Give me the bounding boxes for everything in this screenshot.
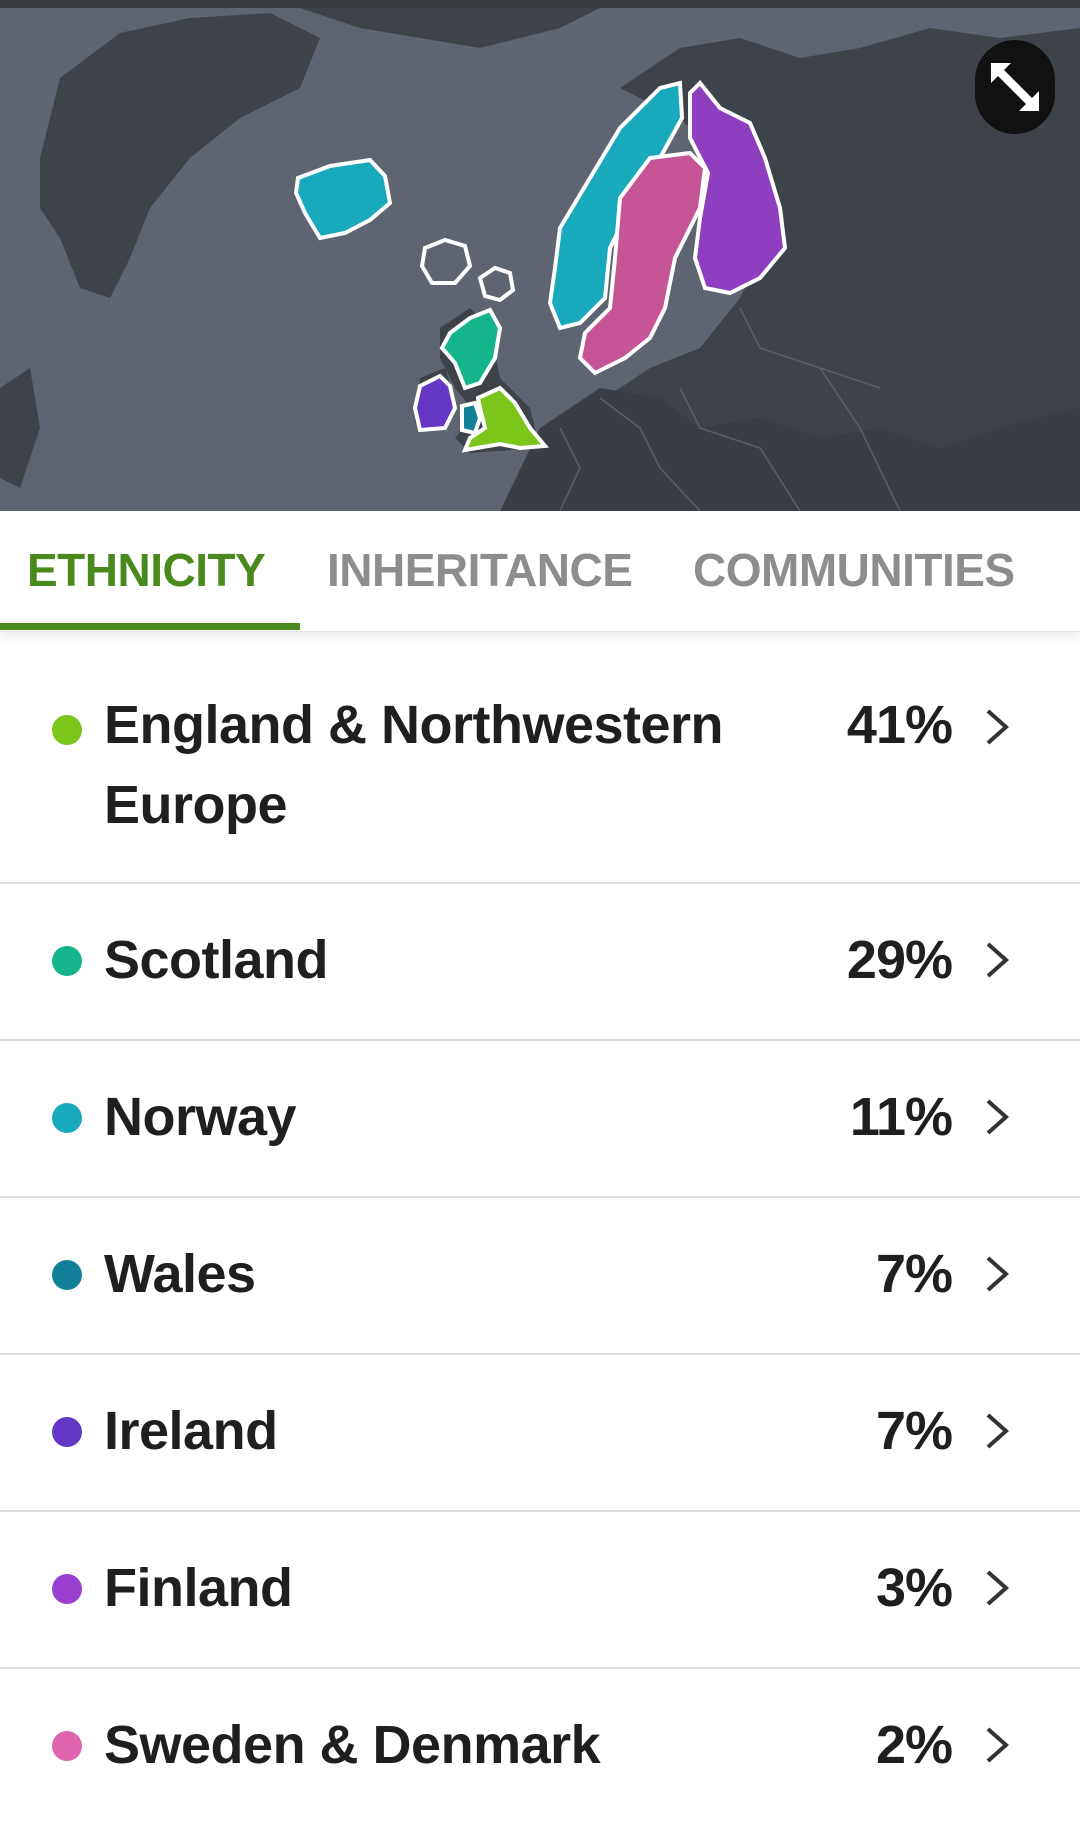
ireland-region <box>412 373 458 433</box>
region-color-dot <box>52 1574 82 1604</box>
region-color-dot <box>52 946 82 976</box>
region-color-dot <box>52 1260 82 1290</box>
chevron-right-icon <box>986 1570 1010 1606</box>
iceland-region <box>293 157 393 241</box>
list-item-finland[interactable]: Finland 3% <box>0 1512 1080 1669</box>
region-percent: 7% <box>875 1401 953 1461</box>
tab-ethnicity[interactable]: ETHNICITY <box>27 544 266 596</box>
top-status-strip <box>0 0 1080 8</box>
active-tab-indicator <box>0 623 300 630</box>
region-name: Wales <box>104 1244 256 1304</box>
region-percent: 11% <box>849 1087 953 1147</box>
tab-inheritance[interactable]: INHERITANCE <box>327 544 633 596</box>
map-canvas <box>0 8 1080 511</box>
expand-map-button[interactable] <box>975 40 1055 134</box>
continent-land <box>500 388 1080 511</box>
chevron-right-icon <box>986 1099 1010 1135</box>
region-percent: 29% <box>846 930 953 990</box>
region-color-dot <box>52 715 82 745</box>
scotland-region <box>439 307 503 391</box>
region-color-dot <box>52 1731 82 1761</box>
expand-arrows-icon <box>991 63 1039 111</box>
list-item-ireland[interactable]: Ireland 7% <box>0 1355 1080 1512</box>
wales-region <box>460 400 483 436</box>
faroe-region <box>419 237 473 285</box>
tab-communities[interactable]: COMMUNITIES <box>693 544 1015 596</box>
sweden-denmark-region <box>577 150 708 376</box>
list-item-norway[interactable]: Norway 11% <box>0 1041 1080 1198</box>
ethnicity-tab-bar: ETHNICITY INHERITANCE COMMUNITIES <box>0 511 1080 632</box>
list-item-england-northwestern-europe[interactable]: England & Northwestern Europe 41% <box>0 649 1080 884</box>
england-region <box>461 385 550 453</box>
scandinavia-land <box>520 28 1080 511</box>
finland-region <box>688 80 788 296</box>
region-name: Scotland <box>104 930 329 990</box>
region-color-dot <box>52 1103 82 1133</box>
region-percent: 41% <box>846 695 953 755</box>
greenland-land <box>40 13 320 298</box>
chevron-right-icon <box>986 1256 1010 1292</box>
region-name: Sweden & Denmark <box>104 1715 601 1775</box>
chevron-right-icon <box>986 1413 1010 1449</box>
ethnicity-map[interactable] <box>0 8 1080 511</box>
region-name: England & Northwestern Europe <box>104 695 724 835</box>
list-item-sweden-denmark[interactable]: Sweden & Denmark 2% <box>0 1669 1080 1824</box>
region-name: Finland <box>104 1558 293 1618</box>
shetland-region <box>477 265 516 303</box>
chevron-right-icon <box>986 1727 1010 1763</box>
list-item-scotland[interactable]: Scotland 29% <box>0 884 1080 1041</box>
west-edge-land <box>0 368 40 488</box>
region-name: Norway <box>104 1087 297 1147</box>
list-item-wales[interactable]: Wales 7% <box>0 1198 1080 1355</box>
region-name: Ireland <box>104 1401 278 1461</box>
region-color-dot <box>52 1417 82 1447</box>
region-percent: 3% <box>875 1558 953 1618</box>
region-percent: 7% <box>875 1244 953 1304</box>
north-landmass <box>300 8 600 48</box>
chevron-right-icon <box>986 942 1010 978</box>
chevron-right-icon <box>986 709 1010 745</box>
ethnicity-list: England & Northwestern Europe 41% Scotla… <box>0 649 1080 1824</box>
region-percent: 2% <box>875 1715 953 1775</box>
